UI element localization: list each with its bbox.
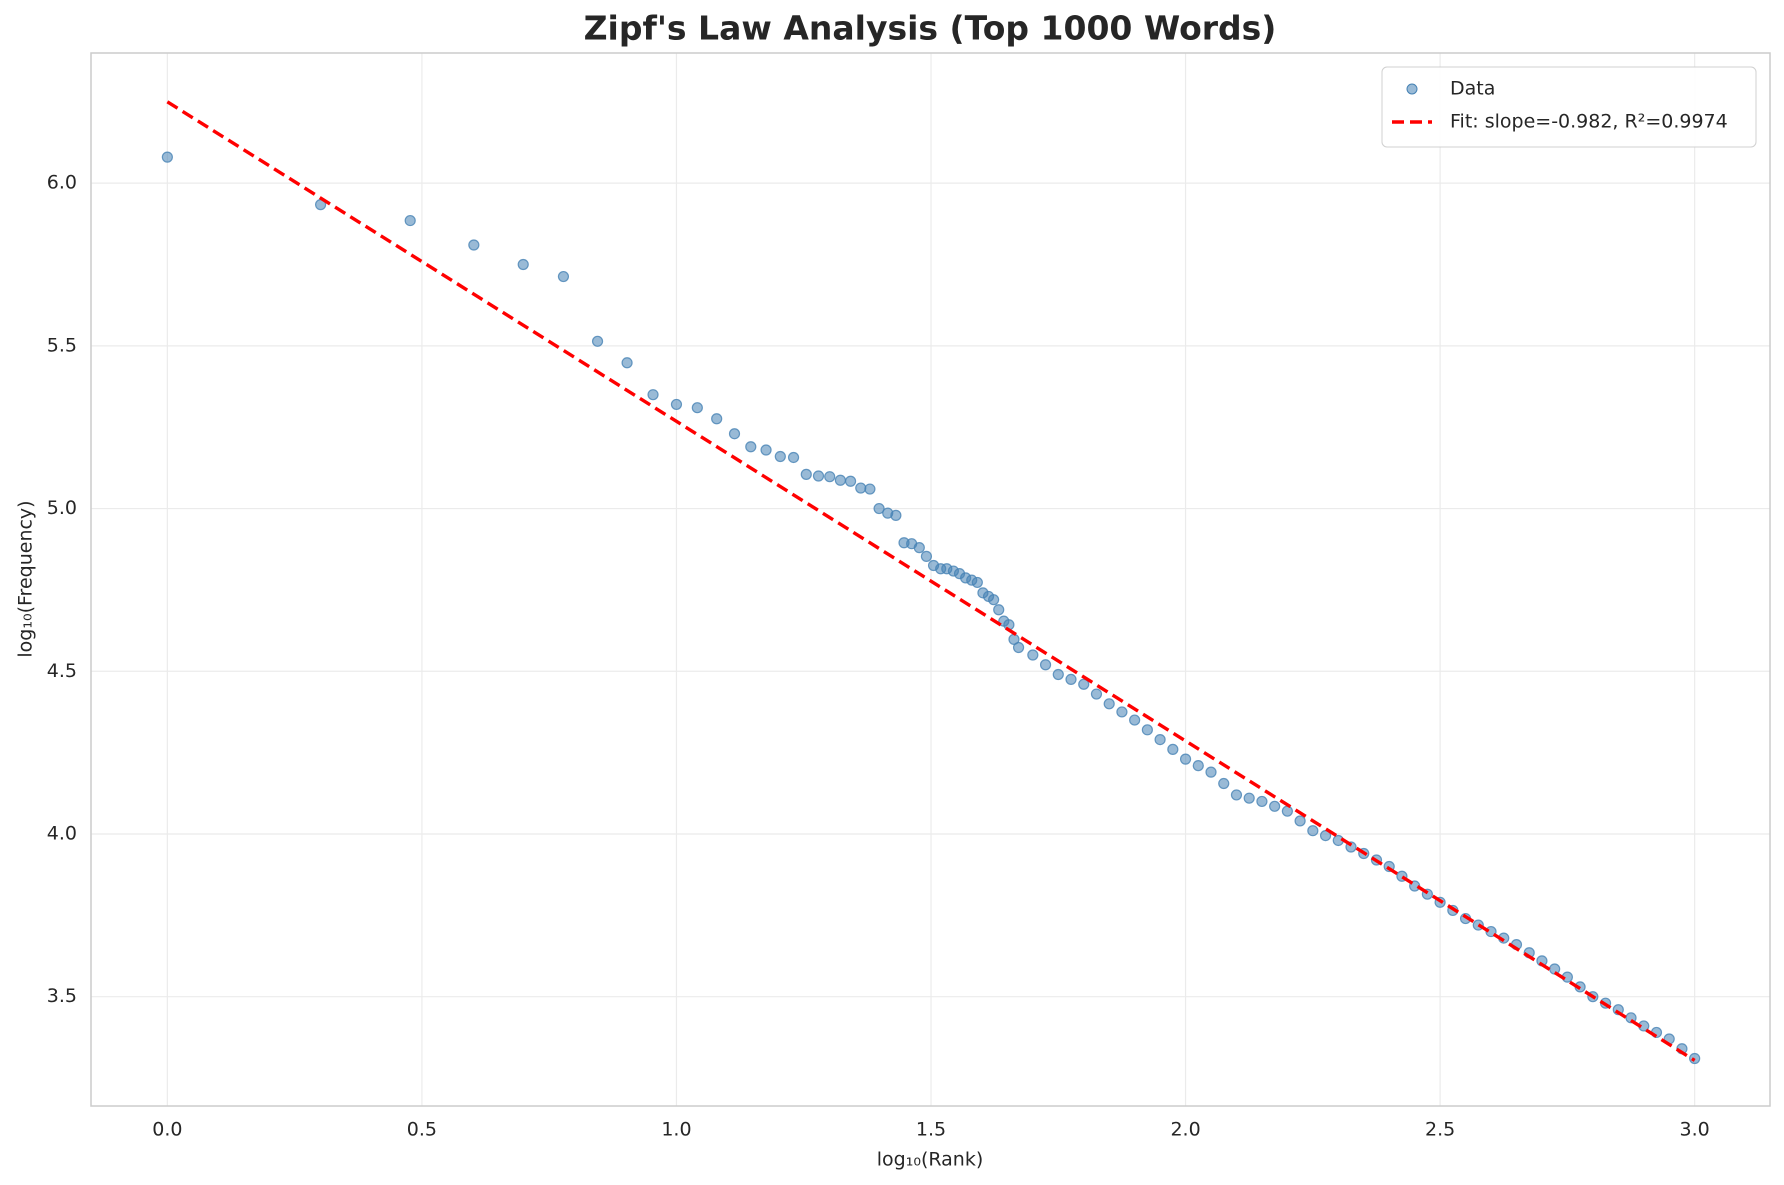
y-tick-label: 5.0 xyxy=(47,497,77,519)
legend-marker xyxy=(1406,83,1418,95)
data-point xyxy=(890,509,902,521)
fit-line xyxy=(166,100,1696,1062)
y-tick-label: 3.5 xyxy=(47,985,77,1007)
x-tick-label: 2.0 xyxy=(1170,1119,1200,1141)
data-point xyxy=(557,270,570,283)
data-point xyxy=(1116,706,1128,718)
data-point xyxy=(691,402,703,414)
data-point xyxy=(621,357,633,369)
data-point xyxy=(1052,668,1064,681)
data-point xyxy=(670,398,683,411)
y-tick-label: 4.0 xyxy=(47,822,77,844)
legend: Data Fit: slope=-0.982, R²=0.9974 xyxy=(1381,66,1757,148)
x-tick-label: 3.0 xyxy=(1680,1119,1710,1141)
legend-label: Data xyxy=(1450,78,1495,100)
data-point xyxy=(834,474,846,486)
data-point xyxy=(1192,760,1204,772)
x-tick-label: 2.5 xyxy=(1425,1119,1455,1141)
data-point xyxy=(1179,753,1192,765)
data-point xyxy=(1039,659,1052,671)
data-point xyxy=(1103,698,1115,710)
data-point xyxy=(1129,714,1141,726)
data-point xyxy=(1027,649,1039,661)
data-point xyxy=(745,441,757,453)
data-point xyxy=(988,594,1000,606)
x-tick-label: 1.0 xyxy=(661,1119,691,1141)
data-point xyxy=(1218,777,1230,790)
data-point xyxy=(404,214,416,227)
data-point xyxy=(728,428,741,440)
data-point xyxy=(1294,815,1306,827)
x-tick-label: 0.0 xyxy=(152,1119,182,1141)
data-point xyxy=(1154,733,1166,746)
legend-box xyxy=(1381,66,1757,148)
data-point xyxy=(517,258,529,271)
y-axis-label: log₁₀(Frequency) xyxy=(15,500,37,657)
data-point xyxy=(711,413,723,425)
data-point xyxy=(1141,724,1153,736)
data-point xyxy=(824,471,836,483)
data-point xyxy=(1230,789,1243,801)
data-point xyxy=(1090,688,1103,700)
data-point xyxy=(812,470,825,482)
data-point xyxy=(647,389,659,401)
data-point xyxy=(1167,743,1179,755)
chart-title: Zipf's Law Analysis (Top 1000 Words) xyxy=(584,9,1277,48)
y-tick-label: 5.5 xyxy=(47,334,77,356)
data-point xyxy=(161,151,173,163)
y-tick-label: 4.5 xyxy=(47,660,77,682)
data-point xyxy=(591,335,604,347)
data-point xyxy=(1078,678,1090,690)
data-point xyxy=(993,604,1005,616)
data-point xyxy=(844,475,857,487)
data-point xyxy=(468,239,480,251)
data-point xyxy=(787,451,800,464)
data-point xyxy=(1307,825,1319,837)
data-point xyxy=(1269,800,1281,812)
x-axis-label: log₁₀(Rank) xyxy=(877,1149,984,1171)
data-point xyxy=(800,468,812,480)
data-point xyxy=(913,542,925,554)
data-point xyxy=(873,502,885,515)
data-point xyxy=(855,482,867,494)
legend-label: Fit: slope=-0.982, R²=0.9974 xyxy=(1450,111,1728,133)
data-point xyxy=(864,483,876,495)
data-point xyxy=(774,450,786,463)
data-point xyxy=(760,444,772,456)
data-point xyxy=(1243,792,1255,804)
data-point xyxy=(920,550,933,562)
y-tick-label: 6.0 xyxy=(47,172,77,194)
x-tick-label: 0.5 xyxy=(407,1119,437,1141)
data-point xyxy=(971,576,983,589)
data-point xyxy=(1065,673,1077,685)
plot-frame xyxy=(90,52,1771,1107)
data-point xyxy=(1205,766,1217,778)
data-point xyxy=(1012,641,1025,654)
data-point xyxy=(1549,963,1561,975)
data-point xyxy=(1281,805,1293,817)
x-tick-label: 1.5 xyxy=(916,1119,946,1141)
data-point xyxy=(1256,795,1268,808)
